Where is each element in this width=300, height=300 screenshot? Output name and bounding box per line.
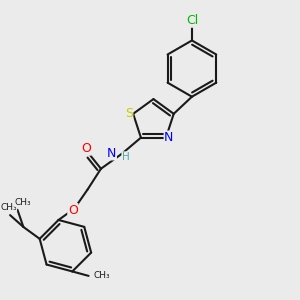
Text: S: S	[125, 107, 133, 120]
Text: Cl: Cl	[186, 14, 198, 27]
Text: N: N	[107, 147, 116, 160]
Text: N: N	[164, 131, 174, 144]
Text: CH₃: CH₃	[0, 202, 17, 211]
Text: CH₃: CH₃	[94, 272, 110, 280]
Text: O: O	[68, 204, 78, 217]
Text: O: O	[81, 142, 91, 155]
Text: H: H	[122, 152, 130, 162]
Text: CH₃: CH₃	[14, 198, 31, 207]
